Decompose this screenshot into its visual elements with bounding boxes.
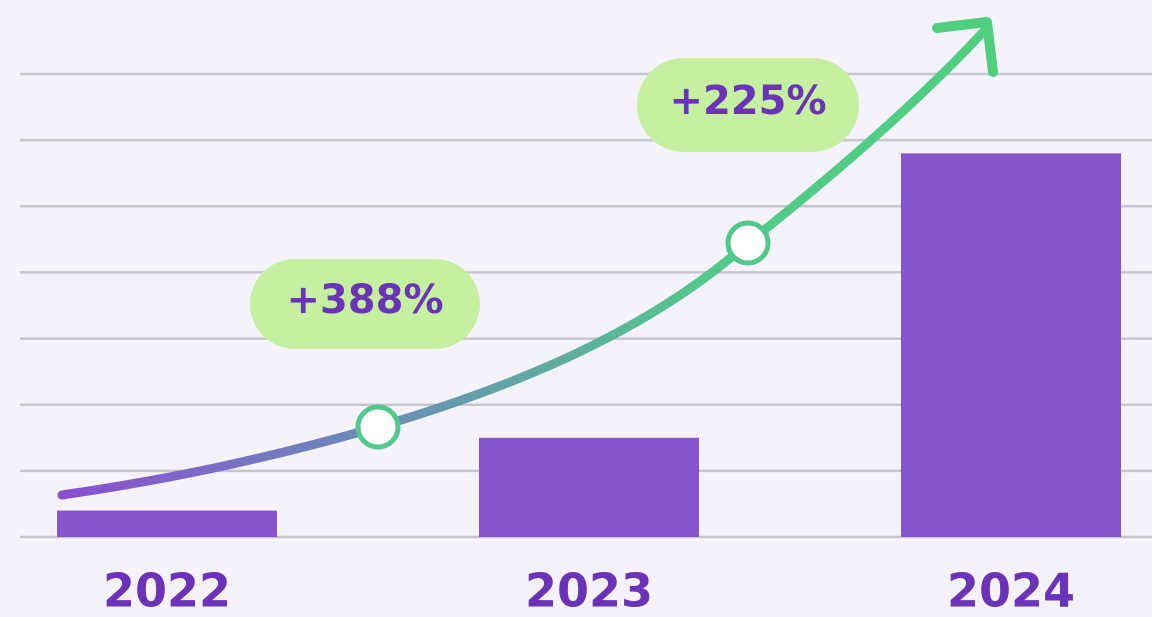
bar bbox=[479, 437, 699, 537]
annotation: +225% bbox=[669, 78, 826, 124]
annotation-pill bbox=[637, 58, 859, 152]
x-tick-label: 2024 bbox=[947, 564, 1075, 617]
arrow-head bbox=[932, 17, 998, 77]
trend-curve bbox=[57, 25, 990, 500]
bar bbox=[901, 153, 1121, 537]
annotation: +388% bbox=[286, 277, 443, 323]
bar bbox=[57, 510, 277, 537]
curve-point bbox=[725, 220, 771, 266]
x-tick-label: 2023 bbox=[525, 564, 653, 617]
x-tick-label: 2022 bbox=[103, 564, 231, 617]
curve-point bbox=[355, 404, 401, 450]
annotation-pill bbox=[250, 259, 480, 349]
